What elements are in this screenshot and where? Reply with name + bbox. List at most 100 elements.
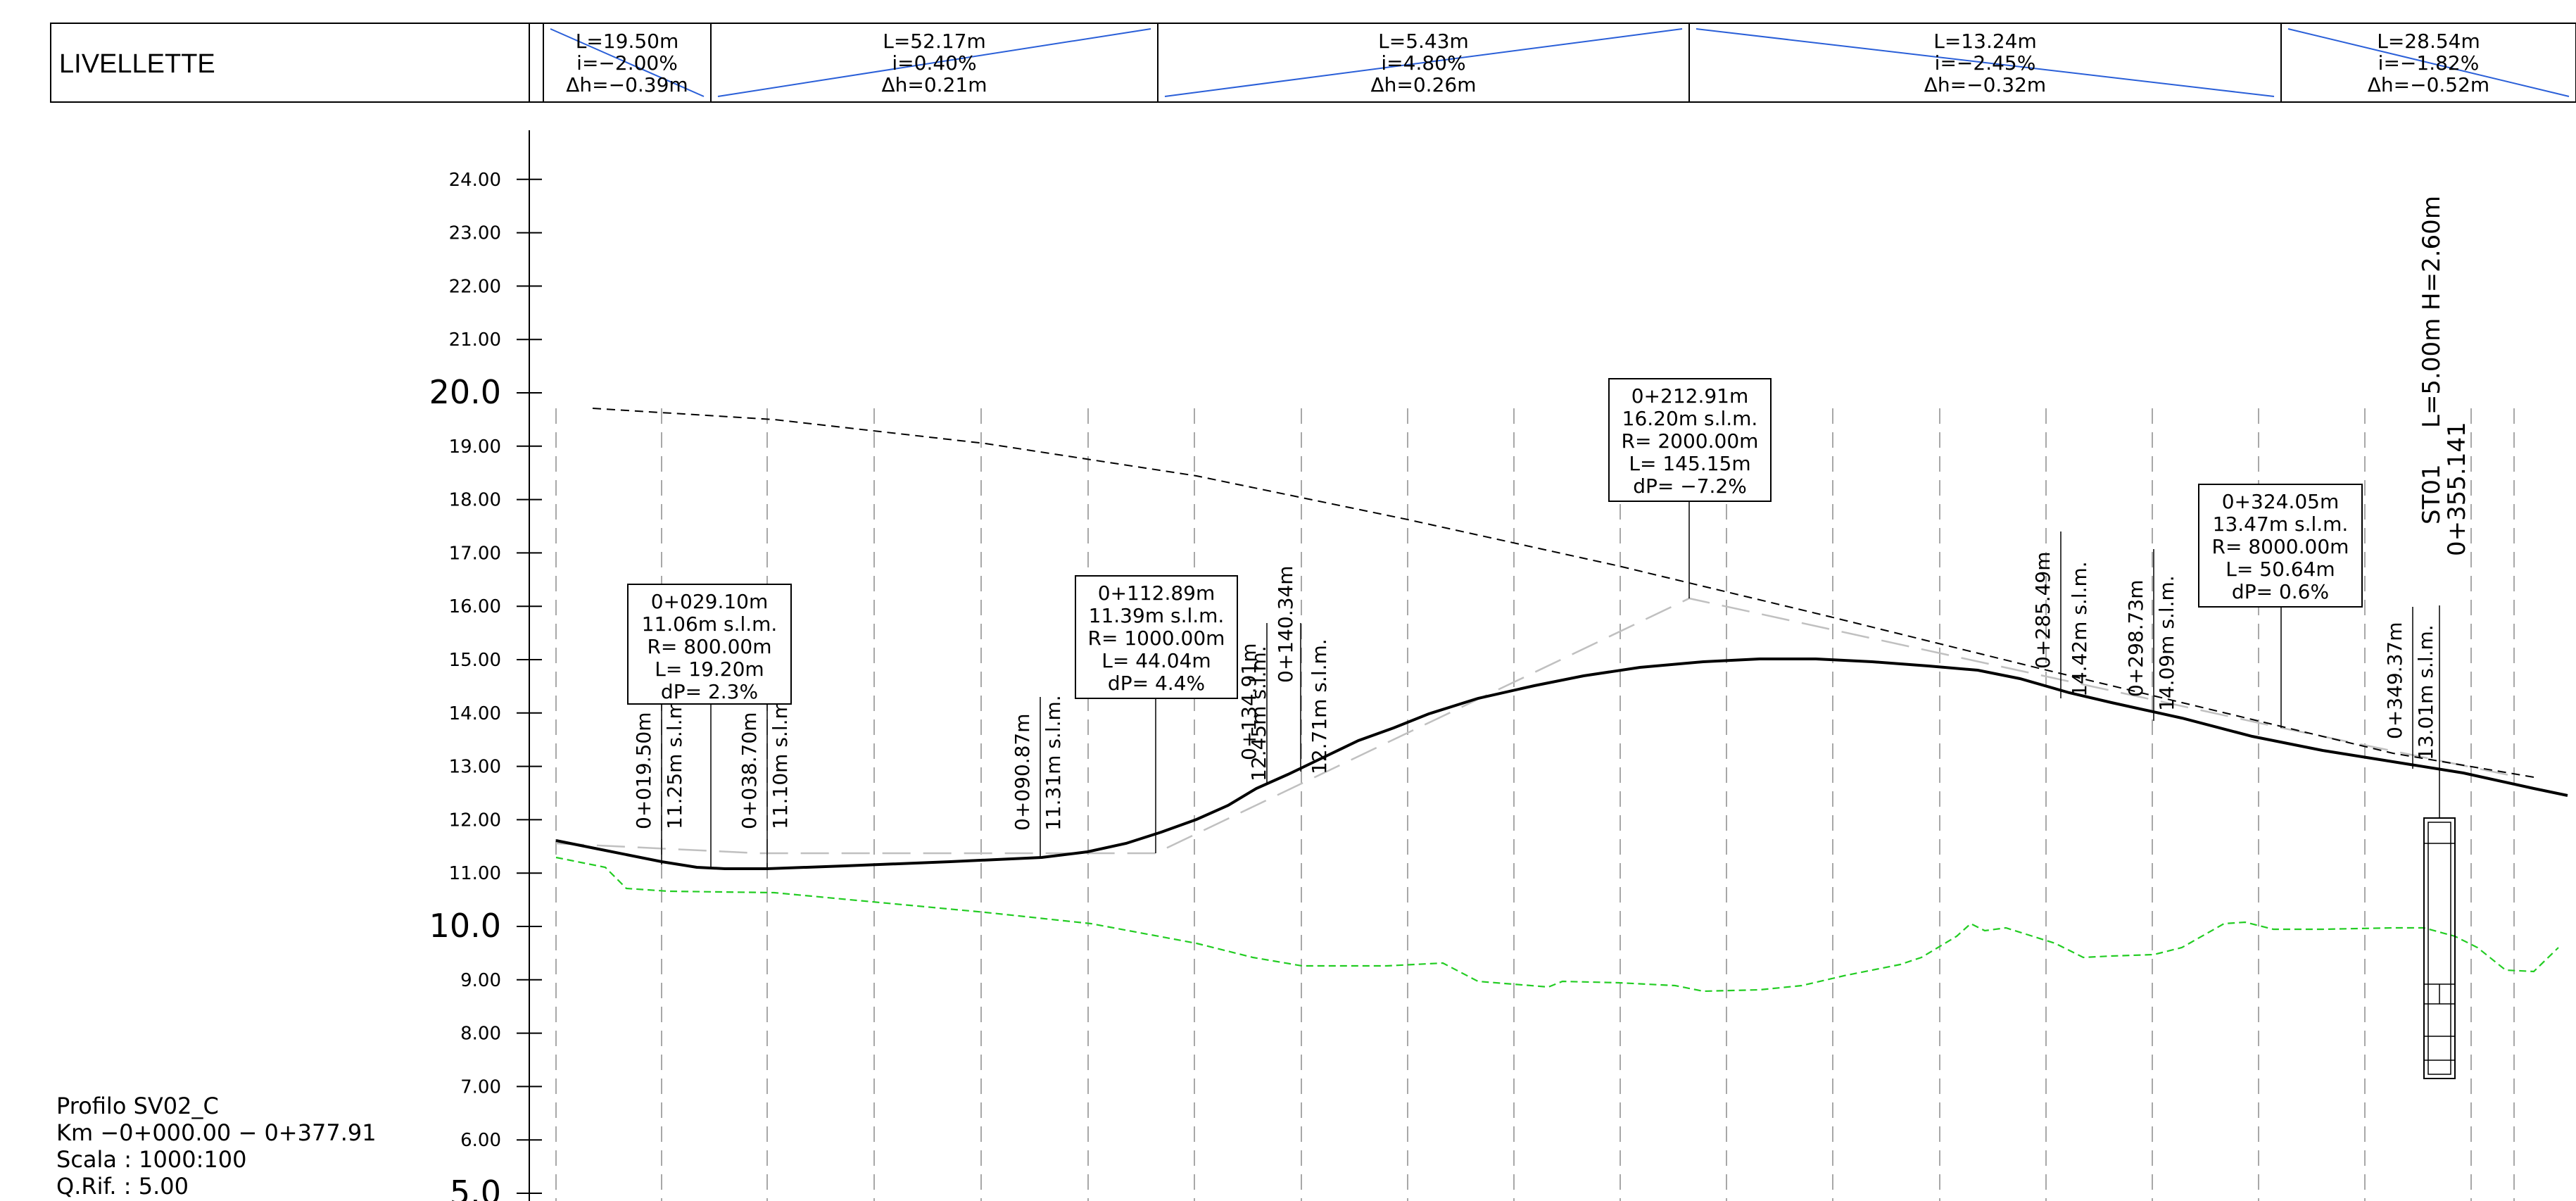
curve-box-line: 0+029.10m xyxy=(651,590,769,613)
livellette-grade: i=0.40% xyxy=(892,51,976,75)
terrain-profile xyxy=(555,856,2559,993)
livellette-length: L=13.24m xyxy=(1933,30,2037,53)
elevation-axis: 24.00 23.00 22.00 21.00 20.0 19.00 18.00 17.00 1… xyxy=(429,130,542,1201)
livellette-delta-h: Δh=0.21m xyxy=(882,73,987,96)
curve-box-line: 0+212.91m xyxy=(1631,384,1749,408)
station-labels: 0+019.50m 11.25m s.l.m. 0+038.70m 11.10m s.… xyxy=(632,532,2437,869)
axis-tick-label: 24.00 xyxy=(449,170,501,191)
axis-tick-label: 7.00 xyxy=(460,1076,501,1098)
curve-box-line: R= 2000.00m xyxy=(1622,429,1759,453)
station-elevation: 14.42m s.l.m. xyxy=(2068,561,2091,697)
livellette-delta-h: Δh=−0.52m xyxy=(2368,73,2489,96)
livellette-delta-h: Δh=−0.39m xyxy=(566,73,688,96)
curve-box-line: 16.20m s.l.m. xyxy=(1622,407,1758,430)
profile-scale: Scala : 1000:100 xyxy=(56,1146,246,1173)
axis-tick-label: 21.00 xyxy=(449,329,501,351)
grade-diagonal xyxy=(2287,28,2570,97)
livellette-band: LIVELLETTE xyxy=(50,23,2576,103)
station-guides xyxy=(555,408,2515,1201)
structure-dimensions: L=5.00m H=2.60m xyxy=(2418,196,2446,428)
grade-diagonal xyxy=(550,28,705,97)
axis-tick-label: 10.0 xyxy=(429,907,501,945)
livellette-length: L=19.50m xyxy=(576,30,679,53)
station-chainage: 0+140.34m xyxy=(1274,565,1297,683)
axis-tick-label: 23.00 xyxy=(449,223,501,244)
design-line xyxy=(555,658,2568,870)
curve-box-line: 11.39m s.l.m. xyxy=(1089,604,1225,627)
livellette-title: LIVELLETTE xyxy=(59,49,215,79)
livellette-delta-h: Δh=0.26m xyxy=(1371,73,1477,96)
curve-box-line: R= 800.00m xyxy=(647,635,771,658)
grade-diagonal xyxy=(717,28,1151,97)
curve-box xyxy=(2198,484,2363,608)
livellette-frame xyxy=(50,23,2576,103)
curve-box-line: dP= 4.4% xyxy=(1108,672,1205,695)
axis-tick-label: 16.00 xyxy=(449,596,501,617)
livellette-delta-h: Δh=−0.32m xyxy=(1924,73,2046,96)
station-elevation: 11.10m s.l.m. xyxy=(769,693,792,829)
curve-box-line: 0+112.89m xyxy=(1098,581,1216,605)
axis-tick-label: 18.00 xyxy=(449,490,501,511)
axis-tick-label: 11.00 xyxy=(449,863,501,884)
station-elevation: 11.31m s.l.m. xyxy=(1042,695,1065,831)
axis-tick-label: 6.00 xyxy=(460,1130,501,1151)
station-chainage: 0+298.73m xyxy=(2124,579,2147,697)
station-elevation: 11.25m s.l.m. xyxy=(663,693,686,829)
curve-box xyxy=(1608,378,1772,502)
structure-name: ST01 xyxy=(2418,464,2446,524)
axis-tick-label: 12.00 xyxy=(449,810,501,831)
curve-box-line: 13.47m s.l.m. xyxy=(2213,513,2349,536)
livellette-grade: i=−1.82% xyxy=(2378,51,2480,75)
curve-box xyxy=(627,584,792,705)
profile-info: Profilo SV02_C Km −0+000.00 − 0+377.91 S… xyxy=(56,1093,377,1200)
axis-tick-label: 17.00 xyxy=(449,543,501,564)
station-chainage: 0+285.49m xyxy=(2031,551,2054,669)
livellette-length: L=28.54m xyxy=(2377,30,2480,53)
axis-tick-label: 14.00 xyxy=(449,703,501,724)
curve-box-line: L= 19.20m xyxy=(655,658,764,681)
livellette-grade: i=−2.45% xyxy=(1935,51,2036,75)
curve-box-line: L= 50.64m xyxy=(2225,558,2335,581)
curve-box-line: 11.06m s.l.m. xyxy=(642,612,778,636)
curve-box-line: L= 44.04m xyxy=(1101,649,1211,672)
curve-box-line: dP= −7.2% xyxy=(1633,474,1747,498)
station-chainage: 0+134.91m xyxy=(1237,643,1261,760)
livellette-length: L=52.17m xyxy=(883,30,986,53)
axis-tick-label: 20.0 xyxy=(429,373,501,411)
livellette-grade: i=−2.00% xyxy=(576,51,678,75)
terrain-line xyxy=(555,856,2559,993)
curve-box-line: 0+324.05m xyxy=(2222,490,2340,513)
livellette-grade: i=4.80% xyxy=(1381,51,1465,75)
station-elevation: 13.01m s.l.m. xyxy=(2414,624,2437,760)
design-profile xyxy=(555,658,2568,870)
curve-box-line: R= 1000.00m xyxy=(1088,627,1225,650)
station-chainage: 0+019.50m xyxy=(632,712,655,829)
profile-name: Profilo SV02_C xyxy=(56,1093,219,1119)
structure-st01: ST01 L=5.00m H=2.60m 0+355.141 xyxy=(2418,196,2471,1079)
profile-km-range: Km −0+000.00 − 0+377.91 xyxy=(56,1119,377,1146)
station-chainage: 0+349.37m xyxy=(2383,622,2406,739)
station-chainage: 0+090.87m xyxy=(1011,713,1034,831)
axis-tick-label: 19.00 xyxy=(449,436,501,458)
station-elevation: 12.45m s.l.m. xyxy=(1247,646,1270,781)
grade-diagonal xyxy=(1696,28,2275,97)
axis-tick-label: 8.00 xyxy=(460,1024,501,1045)
axis-tick-label: 15.00 xyxy=(449,650,501,671)
axis-tick-label: 13.00 xyxy=(449,757,501,778)
station-elevation: 12.71m s.l.m. xyxy=(1308,639,1331,774)
axis-tick-label: 22.00 xyxy=(449,276,501,297)
curve-box-line: R= 8000.00m xyxy=(2212,535,2349,558)
curve-box-line: L= 145.15m xyxy=(1629,452,1750,475)
curve-box-line: dP= 2.3% xyxy=(661,680,758,703)
axis-tick-label: 5.0 xyxy=(450,1174,501,1201)
livellette-length: L=5.43m xyxy=(1378,30,1469,53)
station-elevation: 14.09m s.l.m. xyxy=(2155,575,2178,711)
axis-tick-label: 9.00 xyxy=(460,970,501,991)
profile-reference-elevation: Q.Rif. : 5.00 xyxy=(56,1173,189,1200)
station-chainage: 0+038.70m xyxy=(738,712,761,829)
curve-box-line: dP= 0.6% xyxy=(2232,580,2329,603)
structure-station: 0+355.141 xyxy=(2443,422,2471,556)
